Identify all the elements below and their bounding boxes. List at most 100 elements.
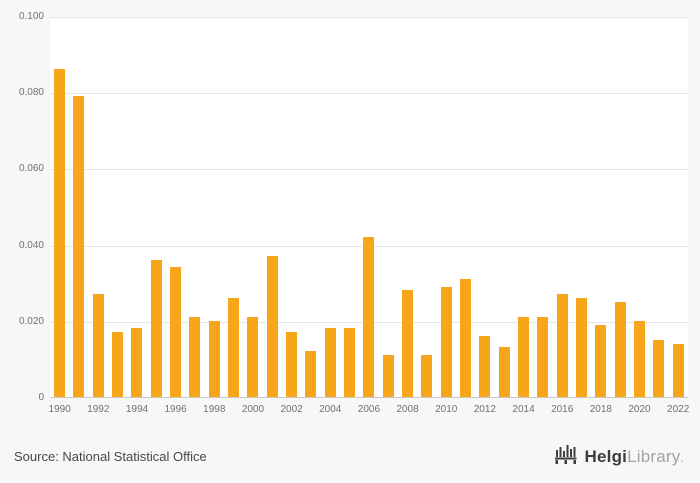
y-tick-label: 0.100 [18, 11, 44, 22]
bar-1993 [112, 332, 124, 397]
x-tick-label: 2008 [396, 404, 419, 415]
bar-slot-2009 [417, 17, 436, 397]
x-tick-label: 2016 [551, 404, 574, 415]
bar-2005 [344, 328, 356, 397]
bar-slot-2006: 2006 [358, 17, 380, 415]
bar-slot-1998: 1998 [203, 17, 225, 415]
bar-slot-1995 [147, 17, 166, 397]
bar-1997 [189, 317, 201, 397]
x-tick-label: 2018 [589, 404, 612, 415]
x-tick-label: 2020 [628, 404, 651, 415]
x-tick-label: 1994 [125, 404, 149, 415]
chart-footer: Source: National Statistical Office Helg… [0, 430, 700, 483]
bar-2012 [479, 336, 491, 397]
bar-2006 [363, 236, 375, 397]
x-tick-label: 1998 [203, 404, 226, 415]
y-tick-label: 0.060 [18, 163, 44, 175]
bar-slot-2019 [611, 17, 630, 397]
bar-slot-1992: 1992 [87, 17, 109, 415]
bar-slot-2000: 2000 [242, 17, 264, 415]
bar-slot-2022: 2022 [667, 17, 689, 415]
y-axis-labels: 0 0.020 0.040 0.060 0.080 0.100 [0, 11, 44, 403]
bar-1992 [92, 294, 104, 397]
bar-slot-2003 [301, 17, 320, 397]
bar-slot-2007 [379, 17, 398, 397]
bar-slot-2020: 2020 [628, 17, 651, 415]
bar-slot-2002: 2002 [280, 17, 303, 415]
bar-slot-2001 [263, 17, 282, 397]
bar-slot-2018: 2018 [590, 17, 612, 415]
x-tick-label: 1996 [164, 404, 187, 415]
bar-slot-2014: 2014 [512, 17, 535, 415]
x-tick-label: 1992 [87, 404, 110, 415]
bar-2018 [595, 324, 607, 397]
y-tick-label: 0 [38, 392, 44, 403]
bar-2017 [576, 297, 588, 397]
x-tick-label: 2010 [435, 404, 458, 415]
bar-1995 [150, 259, 162, 397]
x-tick-label: 1990 [48, 404, 71, 415]
logo-text-library: Library [627, 446, 681, 466]
bar-2010 [440, 286, 452, 397]
bar-2002 [286, 332, 298, 397]
x-tick-label: 2014 [512, 404, 535, 415]
bar-2003 [305, 351, 317, 397]
x-tick-label: 2000 [241, 404, 265, 415]
x-tick-label: 2012 [473, 404, 496, 415]
bar-slot-1999 [224, 17, 243, 397]
y-tick-label: 0.040 [18, 239, 44, 251]
bar-slot-2013 [495, 17, 514, 397]
gridline [50, 93, 688, 95]
bar-2015 [537, 317, 549, 397]
bar-2008 [402, 290, 414, 397]
bar-1990 [54, 69, 66, 397]
logo-text-suffix: . [680, 450, 684, 465]
bar-chart: 0 0.020 0.040 0.060 0.080 0.100 1990 1992 1994 1… [0, 11, 689, 415]
bar-2011 [460, 278, 472, 397]
bar-slot-2004: 2004 [319, 17, 341, 415]
bar-slot-2017 [572, 17, 591, 397]
bar-slot-2008: 2008 [396, 17, 419, 415]
logo-text: HelgiLibrary. [585, 447, 684, 467]
bar-slot-2010: 2010 [435, 17, 457, 415]
bar-2013 [498, 347, 510, 397]
bridge-icon [554, 444, 579, 469]
helgilibrary-logo[interactable]: HelgiLibrary. [554, 444, 684, 469]
bar-slot-2016: 2016 [551, 17, 573, 415]
bar-2021 [653, 339, 665, 397]
bar-2001 [266, 256, 278, 397]
bar-1994 [131, 328, 143, 397]
bar-slot-2012: 2012 [474, 17, 496, 415]
bar-2000 [247, 317, 259, 397]
bar-2004 [324, 328, 336, 397]
bar-1999 [228, 297, 240, 397]
bar-2007 [382, 355, 394, 397]
y-tick-label: 0.020 [18, 315, 44, 327]
bar-1991 [73, 96, 85, 397]
x-tick-label: 2004 [319, 404, 342, 415]
bar-slot-1993 [108, 17, 127, 397]
gridline [50, 169, 688, 171]
bar-1996 [170, 267, 182, 397]
bar-2014 [518, 317, 530, 397]
logo-text-helgi: Helgi [584, 446, 628, 466]
bar-1998 [208, 320, 220, 397]
bar-slot-2021 [649, 17, 668, 397]
bar-slot-2015 [533, 17, 552, 397]
bar-2009 [421, 355, 433, 397]
source-text: Source: National Statistical Office [14, 449, 207, 464]
bar-slot-1997 [185, 17, 204, 397]
bar-slot-1990: 1990 [49, 17, 71, 415]
plot-area: 1990 1992 1994 1996 1998 2000 2002 2004 2006 2008… [49, 17, 689, 415]
bar-slot-2005 [340, 17, 359, 397]
bar-slot-2011 [456, 17, 475, 397]
x-tick-label: 2022 [667, 404, 690, 415]
bar-2016 [556, 294, 568, 397]
bar-slot-1991 [69, 17, 88, 397]
bar-2020 [634, 320, 645, 397]
x-tick-label: 2006 [357, 404, 381, 415]
bar-2022 [672, 343, 684, 397]
bar-slot-1996: 1996 [165, 17, 187, 415]
bar-2019 [614, 301, 626, 397]
x-tick-label: 2002 [280, 404, 303, 415]
